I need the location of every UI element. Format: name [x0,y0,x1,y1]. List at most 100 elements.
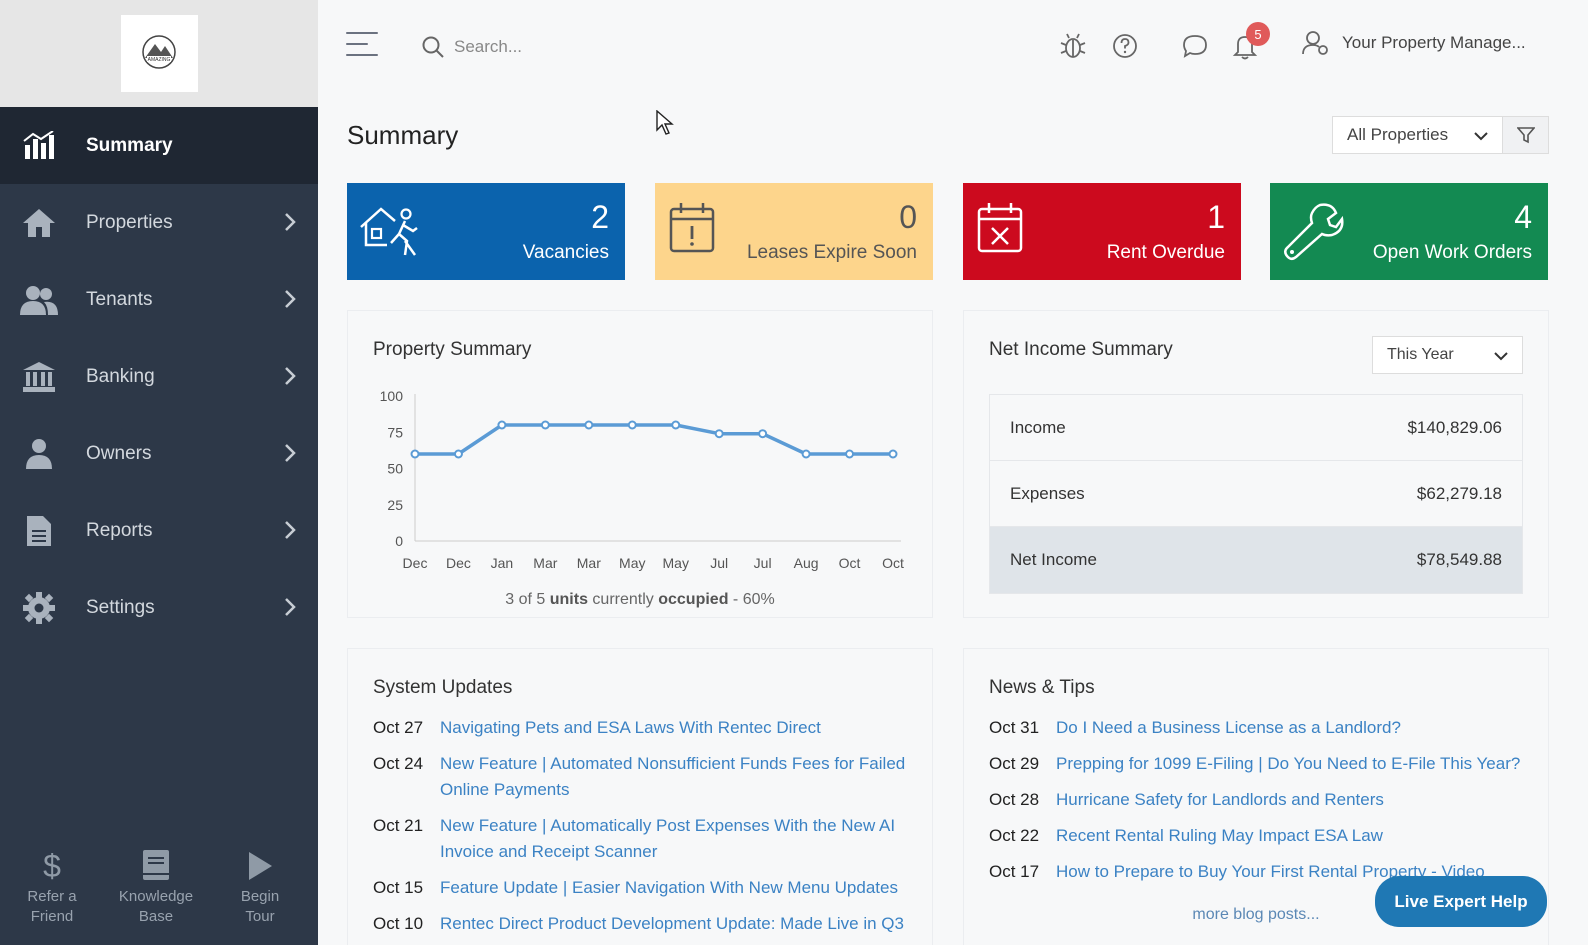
net-income-panel: Net Income Summary This Year Income $140… [963,310,1549,618]
refer-line1: Refer a [27,888,77,905]
vacancies-label: Vacancies [522,242,609,263]
income-label: Income [1010,417,1066,437]
rent-overdue-count: 1 [1207,199,1225,235]
sidebar-item-summary[interactable]: Summary [0,107,318,184]
list-item: Oct 24 New Feature | Automated Nonsuffici… [373,751,918,803]
chevron-down-icon [1474,132,1488,141]
search-input[interactable] [454,37,704,57]
news-date: Oct 22 [989,826,1040,845]
sidebar-bottom-links: $ Refer a Friend Knowledge Base Begin To… [0,841,318,927]
wrench-icon [1284,203,1344,260]
occupancy-word: occupied [658,591,729,608]
data-point [714,429,724,439]
bank-icon [20,358,58,396]
expenses-value: $62,279.18 [1416,483,1502,503]
chevron-right-icon [285,213,296,231]
filter-icon [1516,127,1535,144]
dollar-icon: $ [0,841,104,881]
occupancy-suffix: - 60% [732,591,775,608]
calendar-alert-icon [669,203,715,253]
sidebar-item-tenants[interactable]: Tenants [0,261,318,338]
page-title: Summary [347,120,459,150]
y-tick-label: 100 [380,388,404,404]
news-link[interactable]: Prepping for 1099 E-Filing | Do You Need… [1056,754,1521,773]
data-point [758,429,768,439]
chart-icon [20,127,58,165]
list-item: Oct 29 Prepping for 1099 E-Filing | Do Yo… [989,751,1534,777]
rent-overdue-card[interactable]: 1 Rent Overdue [963,183,1241,280]
list-item: Oct 28 Hurricane Safety for Landlords and… [989,787,1534,813]
update-link[interactable]: Feature Update | Easier Navigation With … [440,878,898,897]
bug-icon[interactable] [1060,32,1086,60]
x-tick-label: Dec [446,555,471,571]
chevron-right-icon [285,367,296,385]
sidebar-item-reports[interactable]: Reports [0,492,318,569]
list-item: Oct 31 Do I Need a Business License as a … [989,715,1534,741]
net-income-row: Net Income $78,549.88 [990,527,1522,593]
begin-tour-link[interactable]: Begin Tour [208,841,312,927]
data-point [410,449,420,459]
news-link[interactable]: Recent Rental Ruling May Impact ESA Law [1056,826,1383,845]
news-link[interactable]: Do I Need a Business License as a Landlo… [1056,718,1401,737]
vacancies-card[interactable]: 2 Vacancies [347,183,625,280]
search-bar [422,30,722,64]
y-tick-label: 0 [395,533,403,549]
list-item: Oct 22 Recent Rental Ruling May Impact ES… [989,823,1534,849]
sidebar-item-properties[interactable]: Properties [0,184,318,261]
sidebar-item-label: Reports [86,519,153,541]
update-link[interactable]: New Feature | Automatically Post Expense… [440,816,896,861]
leases-expire-count: 0 [899,199,917,235]
work-orders-count: 4 [1514,199,1532,235]
rent-overdue-label: Rent Overdue [1106,242,1225,263]
filter-button[interactable] [1502,116,1549,154]
list-item: Oct 10 Rentec Direct Product Development … [373,911,918,937]
y-tick-label: 75 [387,424,403,440]
book-icon [104,841,208,881]
panel-title: Property Summary [373,339,532,360]
help-icon[interactable] [1112,32,1138,60]
chevron-right-icon [285,521,296,539]
update-link[interactable]: Rentec Direct Product Development Update… [440,914,904,933]
property-filter-value: All Properties [1347,125,1449,144]
news-link[interactable]: How to Prepare to Buy Your First Rental … [1056,862,1485,881]
calendar-x-icon [977,203,1023,253]
data-point [888,449,898,459]
data-point [671,420,681,430]
update-link[interactable]: Navigating Pets and ESA Laws With Rentec… [440,718,821,737]
leases-expire-card[interactable]: 0 Leases Expire Soon [655,183,933,280]
y-tick-label: 50 [387,461,403,477]
leases-expire-label: Leases Expire Soon [746,242,917,263]
series-line [415,423,893,456]
more-blog-posts-link[interactable]: more blog posts... [1192,906,1320,923]
property-filter-select[interactable]: All Properties [1332,116,1503,154]
occupancy-units: units [549,591,588,608]
news-date: Oct 29 [989,754,1040,773]
x-tick-label: Mar [533,555,557,571]
sidebar-item-label: Banking [86,365,155,387]
sidebar-item-banking[interactable]: Banking [0,338,318,415]
panel-title: News & Tips [989,677,1095,698]
expenses-label: Expenses [1010,483,1085,503]
sidebar-item-settings[interactable]: Settings [0,569,318,646]
menu-toggle-button[interactable] [346,32,378,60]
user-label: Your Property Manage... [1342,33,1526,52]
x-tick-label: Jan [491,555,514,571]
sidebar-item-owners[interactable]: Owners [0,415,318,492]
company-logo[interactable]: AMAZING [120,15,198,92]
live-expert-help-button[interactable]: Live Expert Help [1375,876,1547,927]
svg-text:$: $ [43,848,61,881]
chat-icon[interactable] [1182,32,1208,60]
update-link[interactable]: New Feature | Automated Nonsufficient Fu… [440,754,906,799]
work-orders-card[interactable]: 4 Open Work Orders [1270,183,1548,280]
data-point [584,420,594,430]
knowledge-base-link[interactable]: Knowledge Base [104,841,208,927]
sidebar-item-label: Settings [86,596,155,618]
news-date: Oct 28 [989,790,1040,809]
refer-friend-link[interactable]: $ Refer a Friend [0,841,104,927]
list-item: Oct 15 Feature Update | Easier Navigation… [373,875,918,901]
sidebar-item-label: Properties [86,211,173,233]
user-menu[interactable]: Your Property Manage... [1302,30,1526,56]
news-link[interactable]: Hurricane Safety for Landlords and Rente… [1056,790,1384,809]
period-select[interactable]: This Year [1372,336,1523,374]
data-point [540,420,550,430]
